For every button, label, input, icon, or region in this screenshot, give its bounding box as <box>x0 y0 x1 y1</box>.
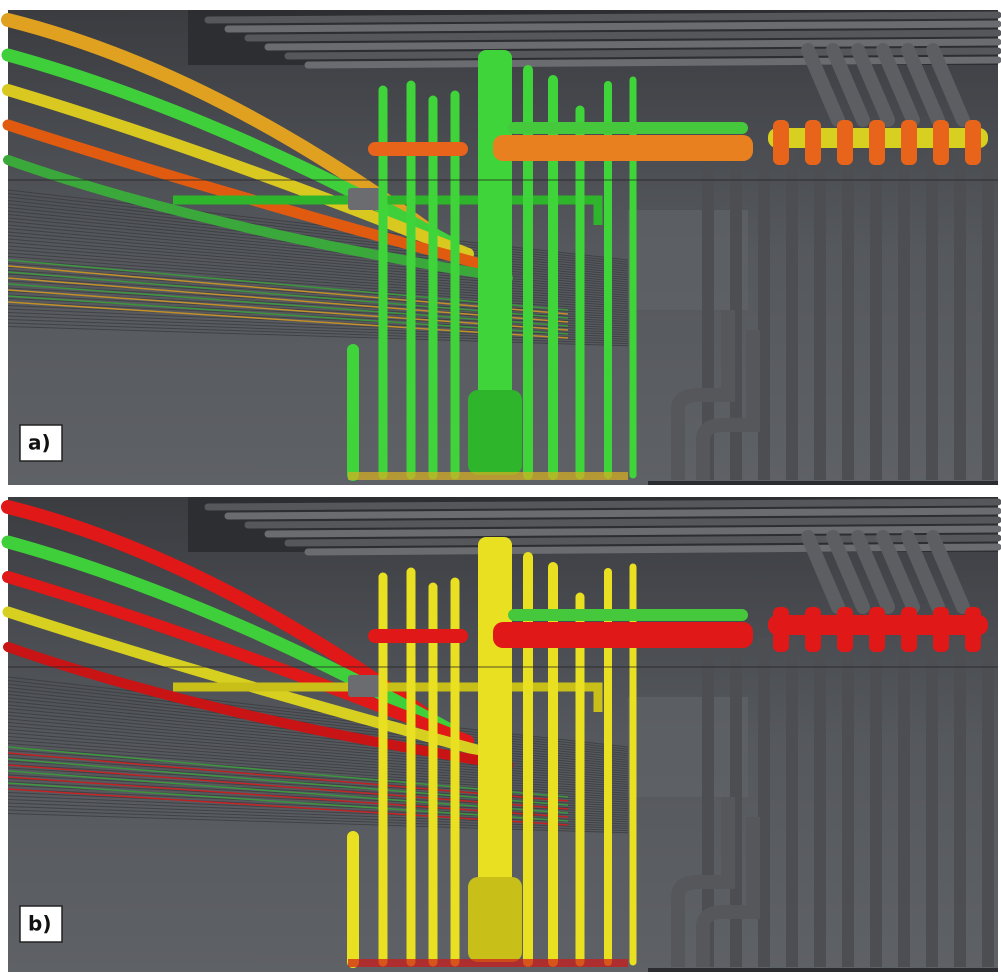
ceiling-pipe <box>208 15 998 20</box>
overhead-pipe <box>368 142 468 156</box>
pipe-hanger <box>773 120 789 165</box>
pipe-hanger <box>805 120 821 165</box>
pipe-hanger <box>933 120 949 165</box>
pipe-hanger <box>901 607 917 652</box>
ceiling-pipe <box>208 502 998 507</box>
ceiling-pipe <box>228 24 998 29</box>
panel-label: a) <box>28 431 51 455</box>
panel-label: b) <box>28 912 51 936</box>
pipe-hanger <box>805 607 821 652</box>
overhead-pipe <box>493 622 753 648</box>
overhead-pipe <box>493 135 753 161</box>
pipe-hanger <box>869 120 885 165</box>
pipe-hanger <box>869 607 885 652</box>
pipe-hanger <box>965 607 981 652</box>
main-column-base <box>468 877 522 962</box>
ceiling-pipe <box>248 33 998 38</box>
figure: a) b) <box>0 0 1001 976</box>
overhead-pipe <box>508 122 748 134</box>
pipe-hanger <box>837 607 853 652</box>
overhead-pipe <box>368 629 468 643</box>
floor-base <box>348 472 628 480</box>
pipe-hanger <box>901 120 917 165</box>
ceiling-pipe <box>248 520 998 525</box>
pipe-hanger <box>837 120 853 165</box>
panel-b: b) <box>8 497 998 972</box>
main-column-base <box>468 390 522 475</box>
pipe-hanger <box>773 607 789 652</box>
pipe-hanger <box>965 120 981 165</box>
panel-a: a) <box>8 10 998 485</box>
overhead-pipe <box>508 609 748 621</box>
floor-base <box>348 959 628 967</box>
pipe-hanger <box>933 607 949 652</box>
ceiling-pipe <box>228 511 998 516</box>
